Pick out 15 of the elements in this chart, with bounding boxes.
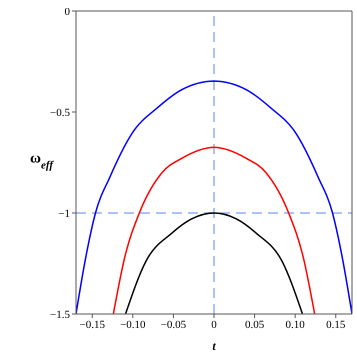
x-tick-label: −0.15 bbox=[80, 318, 106, 331]
line-series bbox=[112, 146, 316, 314]
y-tick-label: 0 bbox=[64, 6, 70, 18]
x-axis-title: t bbox=[212, 339, 216, 353]
line-series bbox=[124, 212, 304, 314]
x-tick-label: −0.10 bbox=[120, 318, 146, 331]
y-tick-label: −1.5 bbox=[50, 308, 70, 321]
x-tick-label: −0.05 bbox=[160, 318, 187, 331]
x-tick-label: 0 bbox=[211, 318, 218, 331]
y-axis-title: ω$_{eff}$ bbox=[30, 150, 54, 172]
x-tick-label: 0.15 bbox=[326, 318, 346, 331]
x-tick-label: 0.05 bbox=[244, 318, 265, 331]
x-tick-label: 0.10 bbox=[286, 318, 306, 331]
y-tick-label: −1 bbox=[58, 208, 70, 220]
y-tick-label: −0.5 bbox=[50, 106, 70, 119]
